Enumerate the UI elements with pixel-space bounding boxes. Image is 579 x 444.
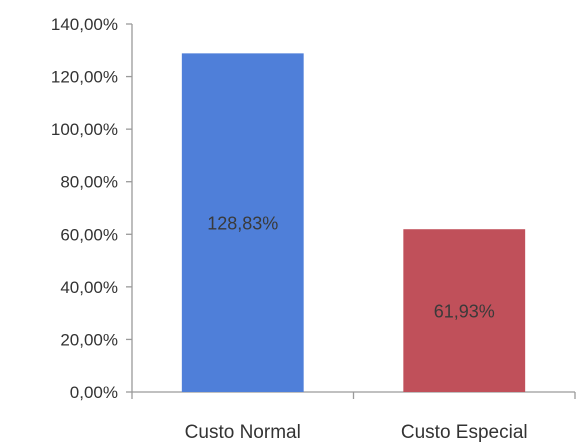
x-axis: Custo Normal Custo Especial	[131, 391, 576, 443]
y-tick-label: 60,00%	[60, 225, 118, 244]
y-tick-label: 100,00%	[51, 120, 118, 139]
bar	[181, 53, 304, 392]
bars-group	[181, 53, 526, 392]
y-tick-label: 80,00%	[60, 173, 118, 192]
y-tick-label: 40,00%	[60, 278, 118, 297]
y-tick-label: 120,00%	[51, 68, 118, 87]
y-tick-label: 140,00%	[51, 15, 118, 34]
bar-value-label: 61,93%	[434, 302, 495, 322]
y-axis: 0,00% 20,00% 40,00% 60,00% 80,00% 100,00% 120,…	[51, 15, 133, 402]
x-category-label: Custo Normal	[185, 422, 301, 443]
bar-value-label: 128,83%	[207, 214, 278, 234]
data-labels-group: 128,83% 61,93%	[207, 214, 495, 322]
y-tick-label: 0,00%	[70, 383, 118, 402]
bar	[403, 229, 526, 392]
x-category-label: Custo Especial	[401, 422, 528, 443]
y-tick-label: 20,00%	[60, 330, 118, 349]
